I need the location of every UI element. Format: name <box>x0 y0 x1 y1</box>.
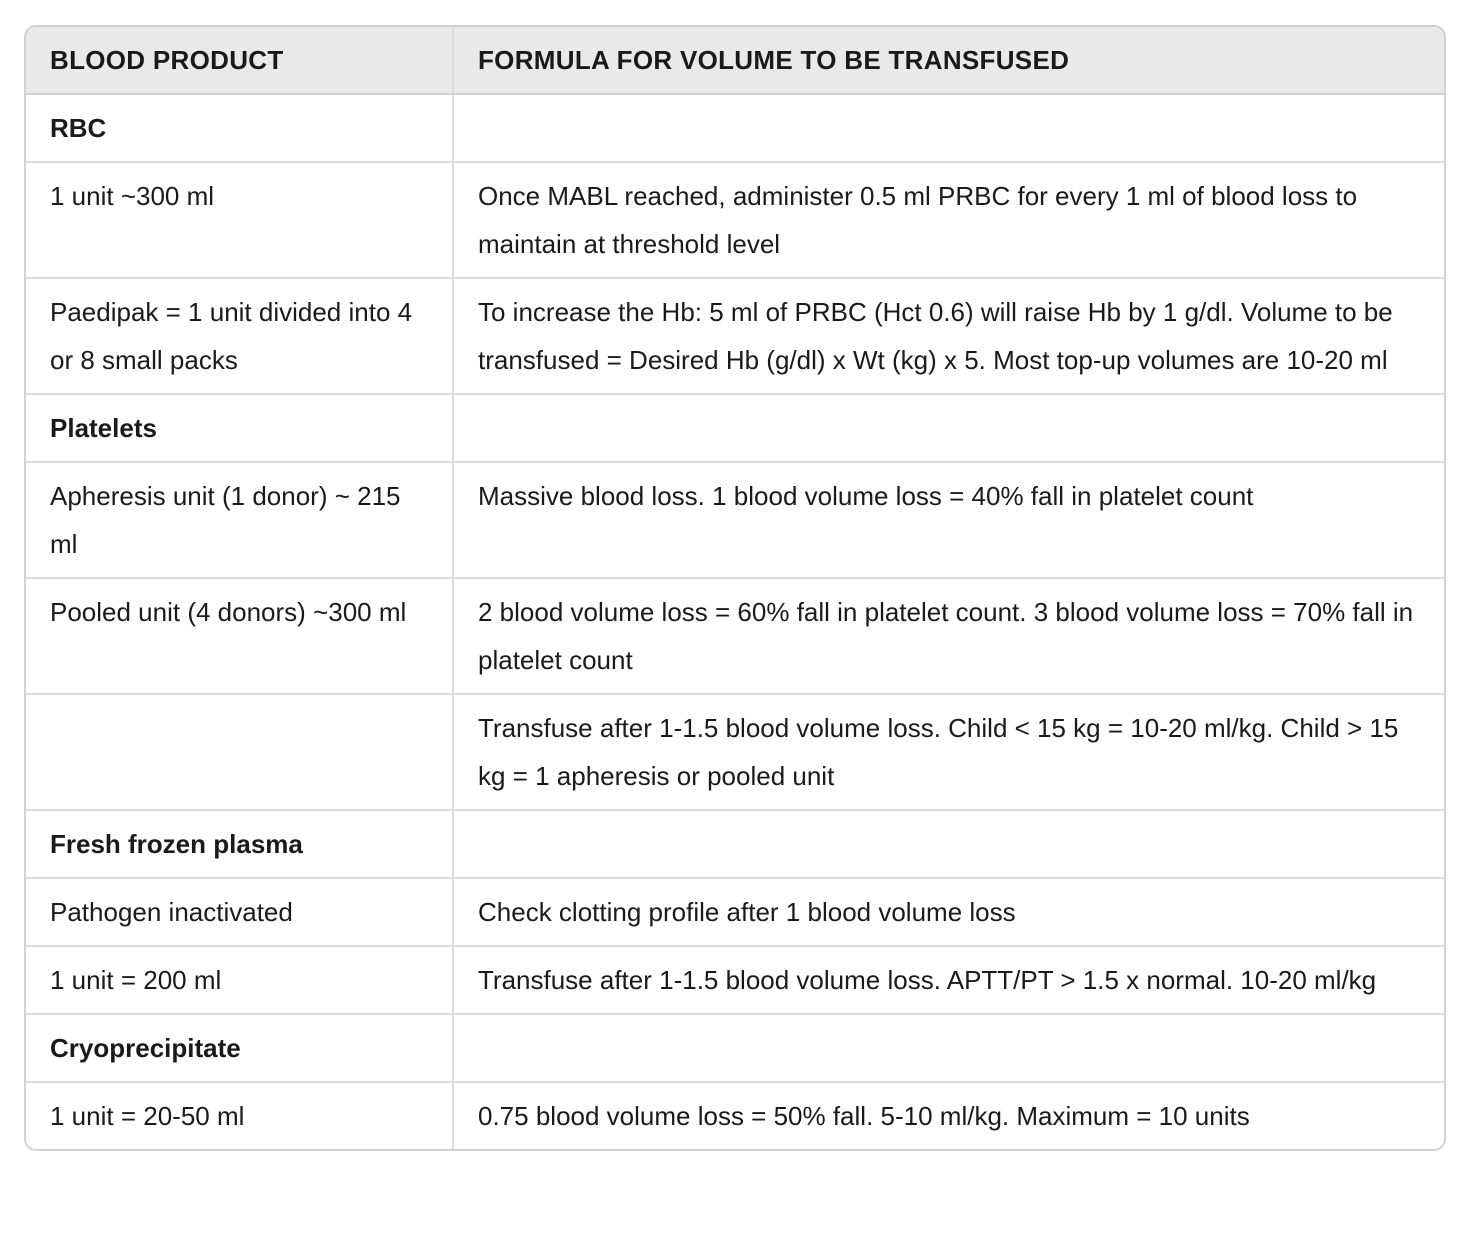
table-row: 1 unit = 20-50 ml 0.75 blood volume loss… <box>26 1081 1444 1149</box>
formula-cell <box>452 1013 1444 1082</box>
product-cell: 1 unit = 200 ml <box>26 945 453 1014</box>
section-label-cryoprecipitate: Cryoprecipitate <box>26 1013 453 1082</box>
formula-cell <box>452 393 1444 462</box>
section-label-fresh-frozen-plasma: Fresh frozen plasma <box>26 809 453 878</box>
section-label-platelets: Platelets <box>26 393 453 462</box>
table-row: Transfuse after 1-1.5 blood volume loss.… <box>26 693 1444 810</box>
formula-cell: Check clotting profile after 1 blood vol… <box>452 877 1444 946</box>
formula-cell: To increase the Hb: 5 ml of PRBC (Hct 0.… <box>452 277 1444 394</box>
header-formula: FORMULA FOR VOLUME TO BE TRANSFUSED <box>452 27 1444 95</box>
product-cell: Paedipak = 1 unit divided into 4 or 8 sm… <box>26 277 453 394</box>
table-row: 1 unit ~300 ml Once MABL reached, admini… <box>26 161 1444 278</box>
table-header-row: BLOOD PRODUCT FORMULA FOR VOLUME TO BE T… <box>26 27 1444 95</box>
product-cell <box>26 693 453 810</box>
formula-cell: 0.75 blood volume loss = 50% fall. 5-10 … <box>452 1081 1444 1149</box>
blood-product-table: BLOOD PRODUCT FORMULA FOR VOLUME TO BE T… <box>26 27 1444 1149</box>
formula-cell: 2 blood volume loss = 60% fall in platel… <box>452 577 1444 694</box>
blood-product-table-container: BLOOD PRODUCT FORMULA FOR VOLUME TO BE T… <box>24 25 1446 1151</box>
formula-cell <box>452 94 1444 162</box>
table-row: Pathogen inactivated Check clotting prof… <box>26 877 1444 946</box>
table-row: 1 unit = 200 ml Transfuse after 1-1.5 bl… <box>26 945 1444 1014</box>
product-cell: Pathogen inactivated <box>26 877 453 946</box>
formula-cell: Massive blood loss. 1 blood volume loss … <box>452 461 1444 578</box>
header-blood-product: BLOOD PRODUCT <box>26 27 453 95</box>
product-cell: Apheresis unit (1 donor) ~ 215 ml <box>26 461 453 578</box>
section-label-rbc: RBC <box>50 113 107 143</box>
table-row: Cryoprecipitate <box>26 1013 1444 1082</box>
table-row: Fresh frozen plasma <box>26 809 1444 878</box>
formula-cell: Transfuse after 1-1.5 blood volume loss.… <box>452 945 1444 1014</box>
product-cell: 1 unit = 20-50 ml <box>26 1081 453 1149</box>
product-cell: 1 unit ~300 ml <box>26 161 453 278</box>
product-cell: Pooled unit (4 donors) ~300 ml <box>26 577 453 694</box>
table-row: Paedipak = 1 unit divided into 4 or 8 sm… <box>26 277 1444 394</box>
table-row: RBC <box>26 94 1444 162</box>
table-row: Platelets <box>26 393 1444 462</box>
formula-cell <box>452 809 1444 878</box>
formula-cell: Once MABL reached, administer 0.5 ml PRB… <box>452 161 1444 278</box>
formula-cell: Transfuse after 1-1.5 blood volume loss.… <box>452 693 1444 810</box>
table-row: Apheresis unit (1 donor) ~ 215 ml Massiv… <box>26 461 1444 578</box>
table-row: Pooled unit (4 donors) ~300 ml 2 blood v… <box>26 577 1444 694</box>
